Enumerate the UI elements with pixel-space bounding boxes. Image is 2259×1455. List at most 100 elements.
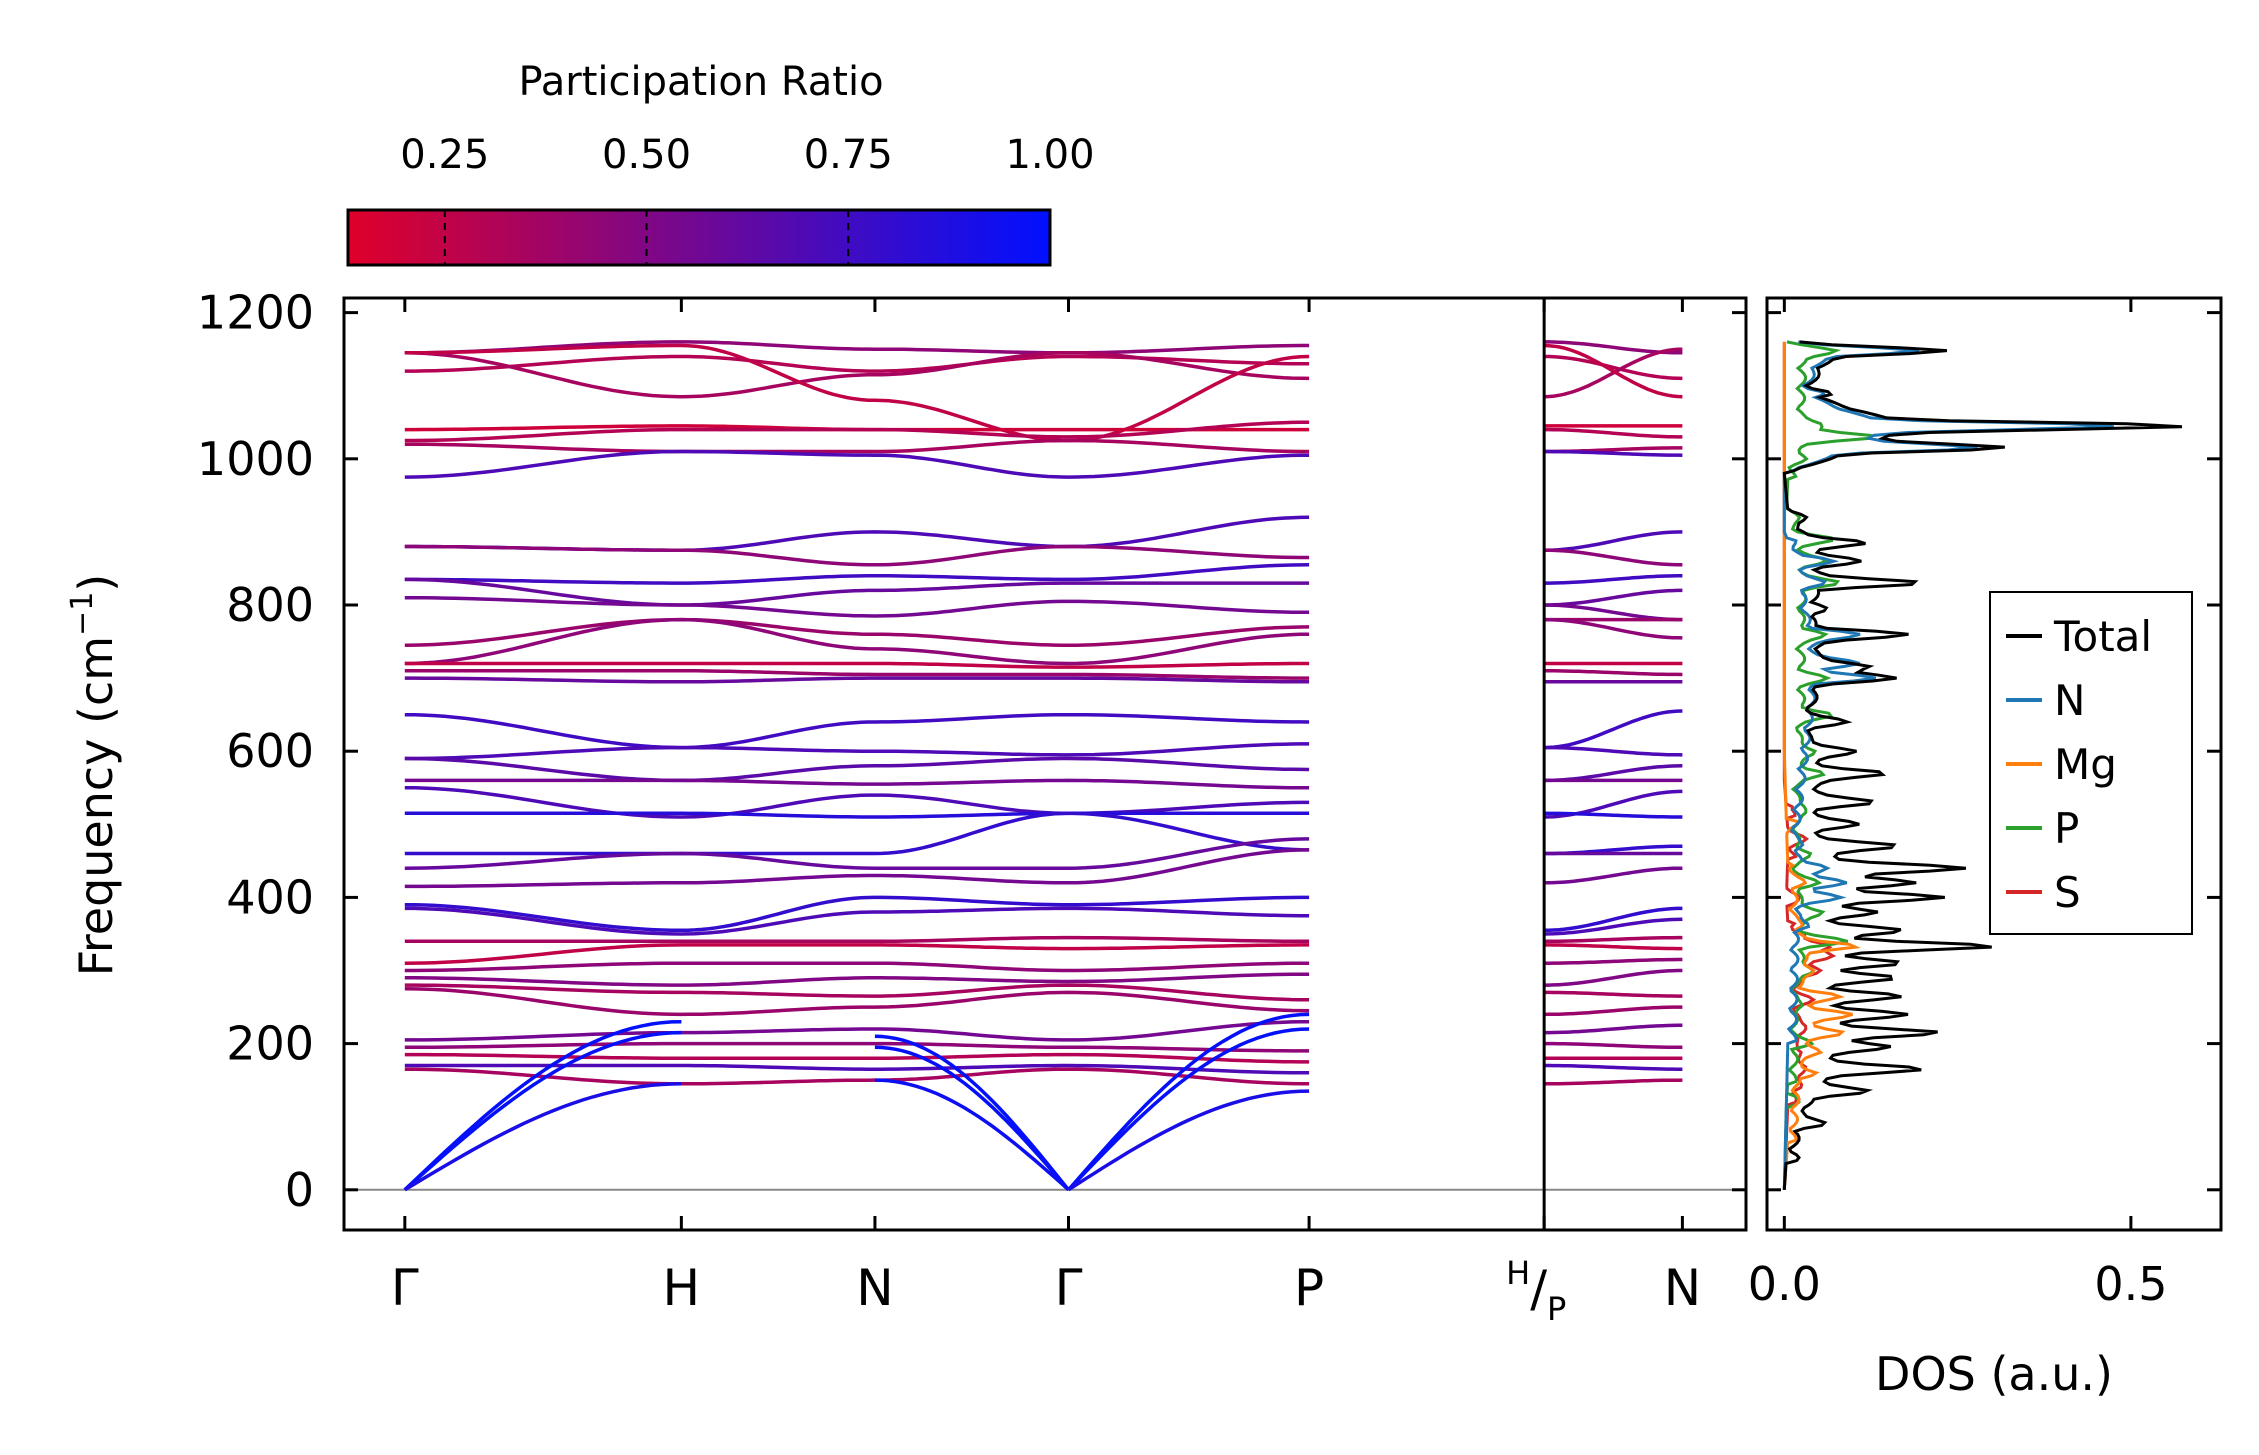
colorbar-ticks: 0.25 0.50 0.75 1.00 — [400, 132, 1095, 265]
band-branch-segment — [1544, 617, 1683, 640]
ytick-label: 1200 — [197, 286, 314, 340]
band-branch-segment — [1544, 588, 1683, 607]
legend-label: Total — [2053, 612, 2152, 661]
band-branch-segment — [1544, 427, 1683, 439]
kpoint-label: Γ — [1055, 1259, 1083, 1317]
svg-text:H/P: H/P — [1506, 1254, 1566, 1328]
band-branch — [404, 1052, 1310, 1064]
colorbar-tick-label: 1.00 — [1005, 132, 1094, 178]
dos-axis-label: DOS (a.u.) — [1875, 1347, 2113, 1401]
colorbar-tick-label: 0.25 — [400, 132, 489, 178]
band-branch — [404, 983, 1310, 1002]
band-branch — [404, 661, 1310, 669]
frequency-axis-label: Frequency (cm−1) — [65, 574, 123, 977]
band-branch — [404, 1019, 1310, 1042]
band-branch-segment — [1544, 603, 1683, 622]
band-branch-segment — [1544, 1041, 1683, 1050]
kpoint-label-P-sub: P — [1547, 1290, 1566, 1328]
band-branch — [404, 906, 1310, 936]
dos-legend: Total N Mg PS — [1989, 591, 2193, 935]
colorbar-bar — [346, 208, 1052, 267]
band-branch-segment — [1544, 764, 1683, 783]
band-branch — [404, 351, 1310, 399]
band-structure-panel: Γ H N Γ P N 0 200 400 600 800 1000 1200 Frequency (… — [65, 286, 2221, 1328]
band-branch-segment — [1544, 1005, 1683, 1017]
band-branch — [404, 617, 1310, 666]
kpoint-label: N — [1664, 1259, 1701, 1317]
band-branch — [404, 811, 1310, 819]
band-branch — [404, 438, 1310, 454]
band-branch-segment — [1544, 1023, 1683, 1035]
band-branch-segment — [1544, 866, 1683, 885]
kpoint-label: Γ — [391, 1259, 419, 1317]
legend-items: Total N Mg PS — [2006, 612, 2152, 917]
dos-plot-frame — [1765, 296, 2223, 1232]
band-branch-segment — [1544, 548, 1683, 567]
band-branch-segment — [1544, 574, 1683, 585]
frequency-axis: 0 200 400 600 800 1000 1200 — [197, 286, 2221, 1217]
acoustic-branch — [1067, 1089, 1310, 1192]
band-branch — [404, 786, 1310, 819]
dos-panel: 0.0 0.5 DOS (a.u.) Total N Mg PS — [1748, 296, 2223, 1401]
kpoint-label: H — [663, 1259, 701, 1317]
band-lines — [403, 340, 1683, 1192]
ylabel-suffix: ) — [69, 574, 123, 592]
band-branch — [404, 1041, 1310, 1053]
legend-label: S — [2054, 868, 2081, 917]
band-branch — [404, 340, 1310, 355]
band-branch — [404, 943, 1310, 965]
band-branch-segment — [1544, 1063, 1683, 1071]
band-branch — [404, 961, 1310, 973]
legend-label: N — [2054, 676, 2085, 725]
acoustic-branch — [403, 1082, 682, 1192]
acoustic-branch — [874, 1034, 1070, 1191]
band-branch-segment — [1544, 745, 1683, 757]
kpoint-label: P — [1294, 1259, 1324, 1317]
band-branch — [404, 577, 1310, 607]
band-branch-segment — [1544, 343, 1683, 399]
band-branch-segment — [1544, 957, 1683, 965]
band-branch — [404, 778, 1310, 790]
band-branch-segment — [1544, 968, 1683, 987]
band-branch — [404, 343, 1310, 443]
kpoint-label-H-sup: H — [1506, 1254, 1530, 1292]
acoustic-branch — [874, 1045, 1070, 1191]
band-branch — [404, 972, 1310, 987]
band-branch — [404, 676, 1310, 684]
ytick-label: 600 — [226, 724, 314, 778]
band-branch — [404, 544, 1310, 567]
kpoint-label-H-P: H/P — [1506, 1254, 1566, 1328]
legend-label: Mg — [2054, 740, 2117, 789]
band-branch — [404, 742, 1310, 761]
band-branch — [404, 811, 1310, 856]
band-branch — [404, 449, 1310, 479]
acoustic-branch — [403, 1019, 682, 1192]
dos-curve-total — [1782, 340, 2183, 1190]
acoustic-branch — [1067, 1027, 1310, 1192]
colorbar-tick-label: 0.75 — [804, 132, 893, 178]
ytick-label: 0 — [285, 1163, 314, 1217]
band-branch — [404, 669, 1310, 680]
ylabel-text: Frequency (cm — [69, 636, 123, 976]
band-branch — [404, 935, 1310, 944]
ytick-label: 800 — [226, 578, 314, 632]
colorbar-title: Participation Ratio — [518, 59, 883, 105]
band-branch — [404, 420, 1310, 443]
acoustic-branch — [874, 1078, 1070, 1192]
band-branch — [404, 617, 1310, 647]
ytick-label: 1000 — [197, 432, 314, 486]
band-branch — [404, 895, 1310, 933]
legend-label: P — [2054, 804, 2079, 853]
band-branch-segment — [1544, 530, 1683, 552]
dos-axis: 0.0 0.5 — [1748, 298, 2167, 1311]
ytick-label: 200 — [226, 1017, 314, 1071]
band-branch-segment — [1544, 669, 1683, 677]
band-branch — [404, 1063, 1310, 1075]
band-branch-segment — [1544, 709, 1683, 750]
band-branch — [404, 595, 1310, 618]
kpoint-label-slash: / — [1530, 1260, 1547, 1318]
band-branch — [404, 837, 1310, 870]
band-branch-segment — [1544, 917, 1683, 936]
dos-xtick-label: 0.5 — [2094, 1257, 2167, 1311]
